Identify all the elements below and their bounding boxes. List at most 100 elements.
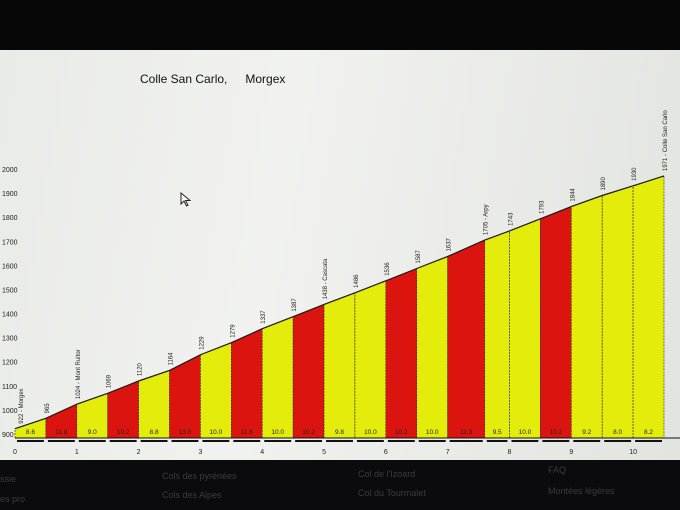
segment-gradient-label: 10.2 bbox=[395, 429, 408, 436]
segment-base-strip bbox=[573, 440, 601, 442]
profile-segment bbox=[138, 369, 170, 439]
segment-base-strip bbox=[486, 440, 508, 442]
segment-base-strip bbox=[295, 440, 323, 442]
profile-segment bbox=[509, 218, 541, 439]
x-tick-label: 6 bbox=[384, 449, 388, 456]
altitude-label: 1279 bbox=[230, 324, 236, 338]
segment-gradient-label: 9.2 bbox=[582, 429, 591, 436]
segment-gradient-label: 10.0 bbox=[271, 429, 284, 436]
y-tick-label: 1100 bbox=[2, 384, 17, 391]
segment-base-strip bbox=[171, 440, 199, 442]
chart-title: Colle San Carlo, Morgex bbox=[140, 72, 285, 86]
segment-gradient-label: 10.0 bbox=[210, 429, 223, 436]
segment-base-strip bbox=[78, 440, 106, 442]
profile-segment bbox=[14, 417, 47, 439]
segment-base-strip bbox=[233, 440, 261, 442]
segment-gradient-label: 9.0 bbox=[88, 429, 97, 436]
segment-base-strip bbox=[449, 440, 483, 442]
footer-nav: ssie Cols des pyrénées Cols des Alpes Co… bbox=[0, 460, 680, 510]
altitude-label: 1337 bbox=[261, 310, 267, 324]
altitude-label: 1069 bbox=[107, 374, 113, 388]
profile-segment bbox=[200, 342, 232, 439]
segment-base-strip bbox=[326, 440, 353, 442]
segment-gradient-label: 10.0 bbox=[426, 429, 439, 436]
segment-base-strip bbox=[542, 440, 570, 442]
x-tick-label: 2 bbox=[137, 449, 141, 456]
altitude-label: 1705 - Arpy bbox=[484, 204, 490, 235]
segment-gradient-label: 10.2 bbox=[117, 429, 130, 436]
footer-link-7[interactable]: Montées légères bbox=[548, 486, 615, 496]
x-tick-label: 3 bbox=[198, 449, 202, 456]
segment-base-strip bbox=[387, 440, 415, 442]
segment-base-strip bbox=[47, 440, 75, 442]
altitude-label: 1971 - Colle San Carlo bbox=[663, 110, 669, 171]
profile-segment bbox=[416, 256, 448, 439]
footer-link-5[interactable]: Col du Tourmalet bbox=[358, 488, 426, 498]
altitude-label: 1743 bbox=[508, 212, 514, 226]
footer-link-1[interactable]: ssie bbox=[0, 474, 17, 484]
altitude-label: 1587 bbox=[416, 249, 422, 263]
segment-base-strip bbox=[202, 440, 230, 442]
segment-gradient-label: 10.2 bbox=[550, 429, 563, 436]
altitude-label: 1024 - Mont Ruitor bbox=[76, 349, 82, 399]
profile-segment bbox=[601, 185, 634, 439]
segment-base-strip bbox=[109, 440, 137, 442]
chart-screen: Colle San Carlo, Morgex 8.6 11.8 9.0 10.2 8.8… bbox=[0, 50, 680, 460]
profile-segment bbox=[169, 354, 201, 439]
y-tick-label: 1500 bbox=[2, 287, 18, 294]
altitude-label: 1120 bbox=[138, 362, 144, 376]
altitude-label: 1164 bbox=[169, 352, 175, 366]
profile-chart: 8.6 11.8 9.0 10.2 8.8 13.0 10.0 11.6 10.0 10.2 9.8… bbox=[2, 110, 680, 456]
footer-link-8[interactable]: es pro bbox=[0, 494, 26, 504]
altitude-label: 1890 bbox=[601, 176, 607, 190]
segment-gradient-label: 8.6 bbox=[26, 429, 35, 436]
y-tick-label: 1300 bbox=[2, 336, 18, 343]
altitude-label: 1844 bbox=[570, 188, 576, 202]
y-tick-label: 1600 bbox=[2, 263, 18, 270]
y-tick-label: 900 bbox=[2, 432, 14, 439]
footer-link-6[interactable]: FAQ bbox=[548, 465, 567, 475]
x-tick-label: 9 bbox=[569, 449, 573, 456]
segment-base-strip bbox=[17, 440, 44, 442]
profile-outline bbox=[14, 175, 665, 430]
profile-segment bbox=[292, 303, 325, 439]
segment-gradient-label: 10.0 bbox=[519, 429, 532, 436]
y-tick-label: 1800 bbox=[2, 215, 18, 222]
segment-base-strip bbox=[604, 440, 632, 442]
chart-title-town: Morgex bbox=[245, 72, 286, 86]
altitude-label: 1387 bbox=[292, 298, 298, 312]
altitude-label: 1438 - Cascata bbox=[323, 258, 329, 299]
segment-base-strip bbox=[511, 440, 539, 442]
altitude-label: 1637 bbox=[447, 237, 453, 251]
y-tick-label: 1000 bbox=[2, 408, 18, 415]
segment-base-strip bbox=[418, 440, 446, 442]
profile-segment bbox=[632, 175, 665, 439]
altitude-label: 1229 bbox=[199, 336, 205, 350]
x-tick-label: 8 bbox=[508, 449, 512, 456]
x-tick-label: 7 bbox=[446, 449, 450, 456]
segment-gradient-label: 13.0 bbox=[179, 429, 192, 436]
segment-gradient-label: 9.8 bbox=[335, 429, 344, 436]
profile-segment bbox=[385, 268, 418, 439]
segment-gradient-label: 11.8 bbox=[55, 429, 68, 436]
segment-gradient-label: 10.2 bbox=[302, 429, 315, 436]
segment-gradient-label: 11.3 bbox=[460, 429, 473, 436]
x-tick-label: 0 bbox=[13, 449, 17, 456]
segment-base-strip bbox=[140, 440, 168, 442]
profile-segment bbox=[540, 206, 572, 439]
altitude-label: 1536 bbox=[385, 262, 391, 276]
y-tick-label: 2000 bbox=[2, 167, 18, 174]
profile-segment bbox=[484, 230, 510, 439]
footer-link-2[interactable]: Cols des pyrénées bbox=[162, 471, 237, 481]
footer-link-4[interactable]: Col de l'Izoard bbox=[358, 469, 416, 479]
segment-base-strip bbox=[635, 440, 662, 442]
footer-link-3[interactable]: Cols des Alpes bbox=[162, 490, 222, 500]
x-tick-label: 4 bbox=[260, 449, 264, 456]
profile-segment bbox=[570, 195, 603, 439]
altitude-label: 1793 bbox=[539, 200, 545, 214]
profile-segment bbox=[261, 316, 294, 439]
segment-gradient-label: 8.8 bbox=[150, 429, 159, 436]
y-tick-label: 1400 bbox=[2, 312, 18, 319]
segment-gradient-label: 8.0 bbox=[613, 429, 622, 436]
x-tick-label: 10 bbox=[629, 449, 637, 456]
